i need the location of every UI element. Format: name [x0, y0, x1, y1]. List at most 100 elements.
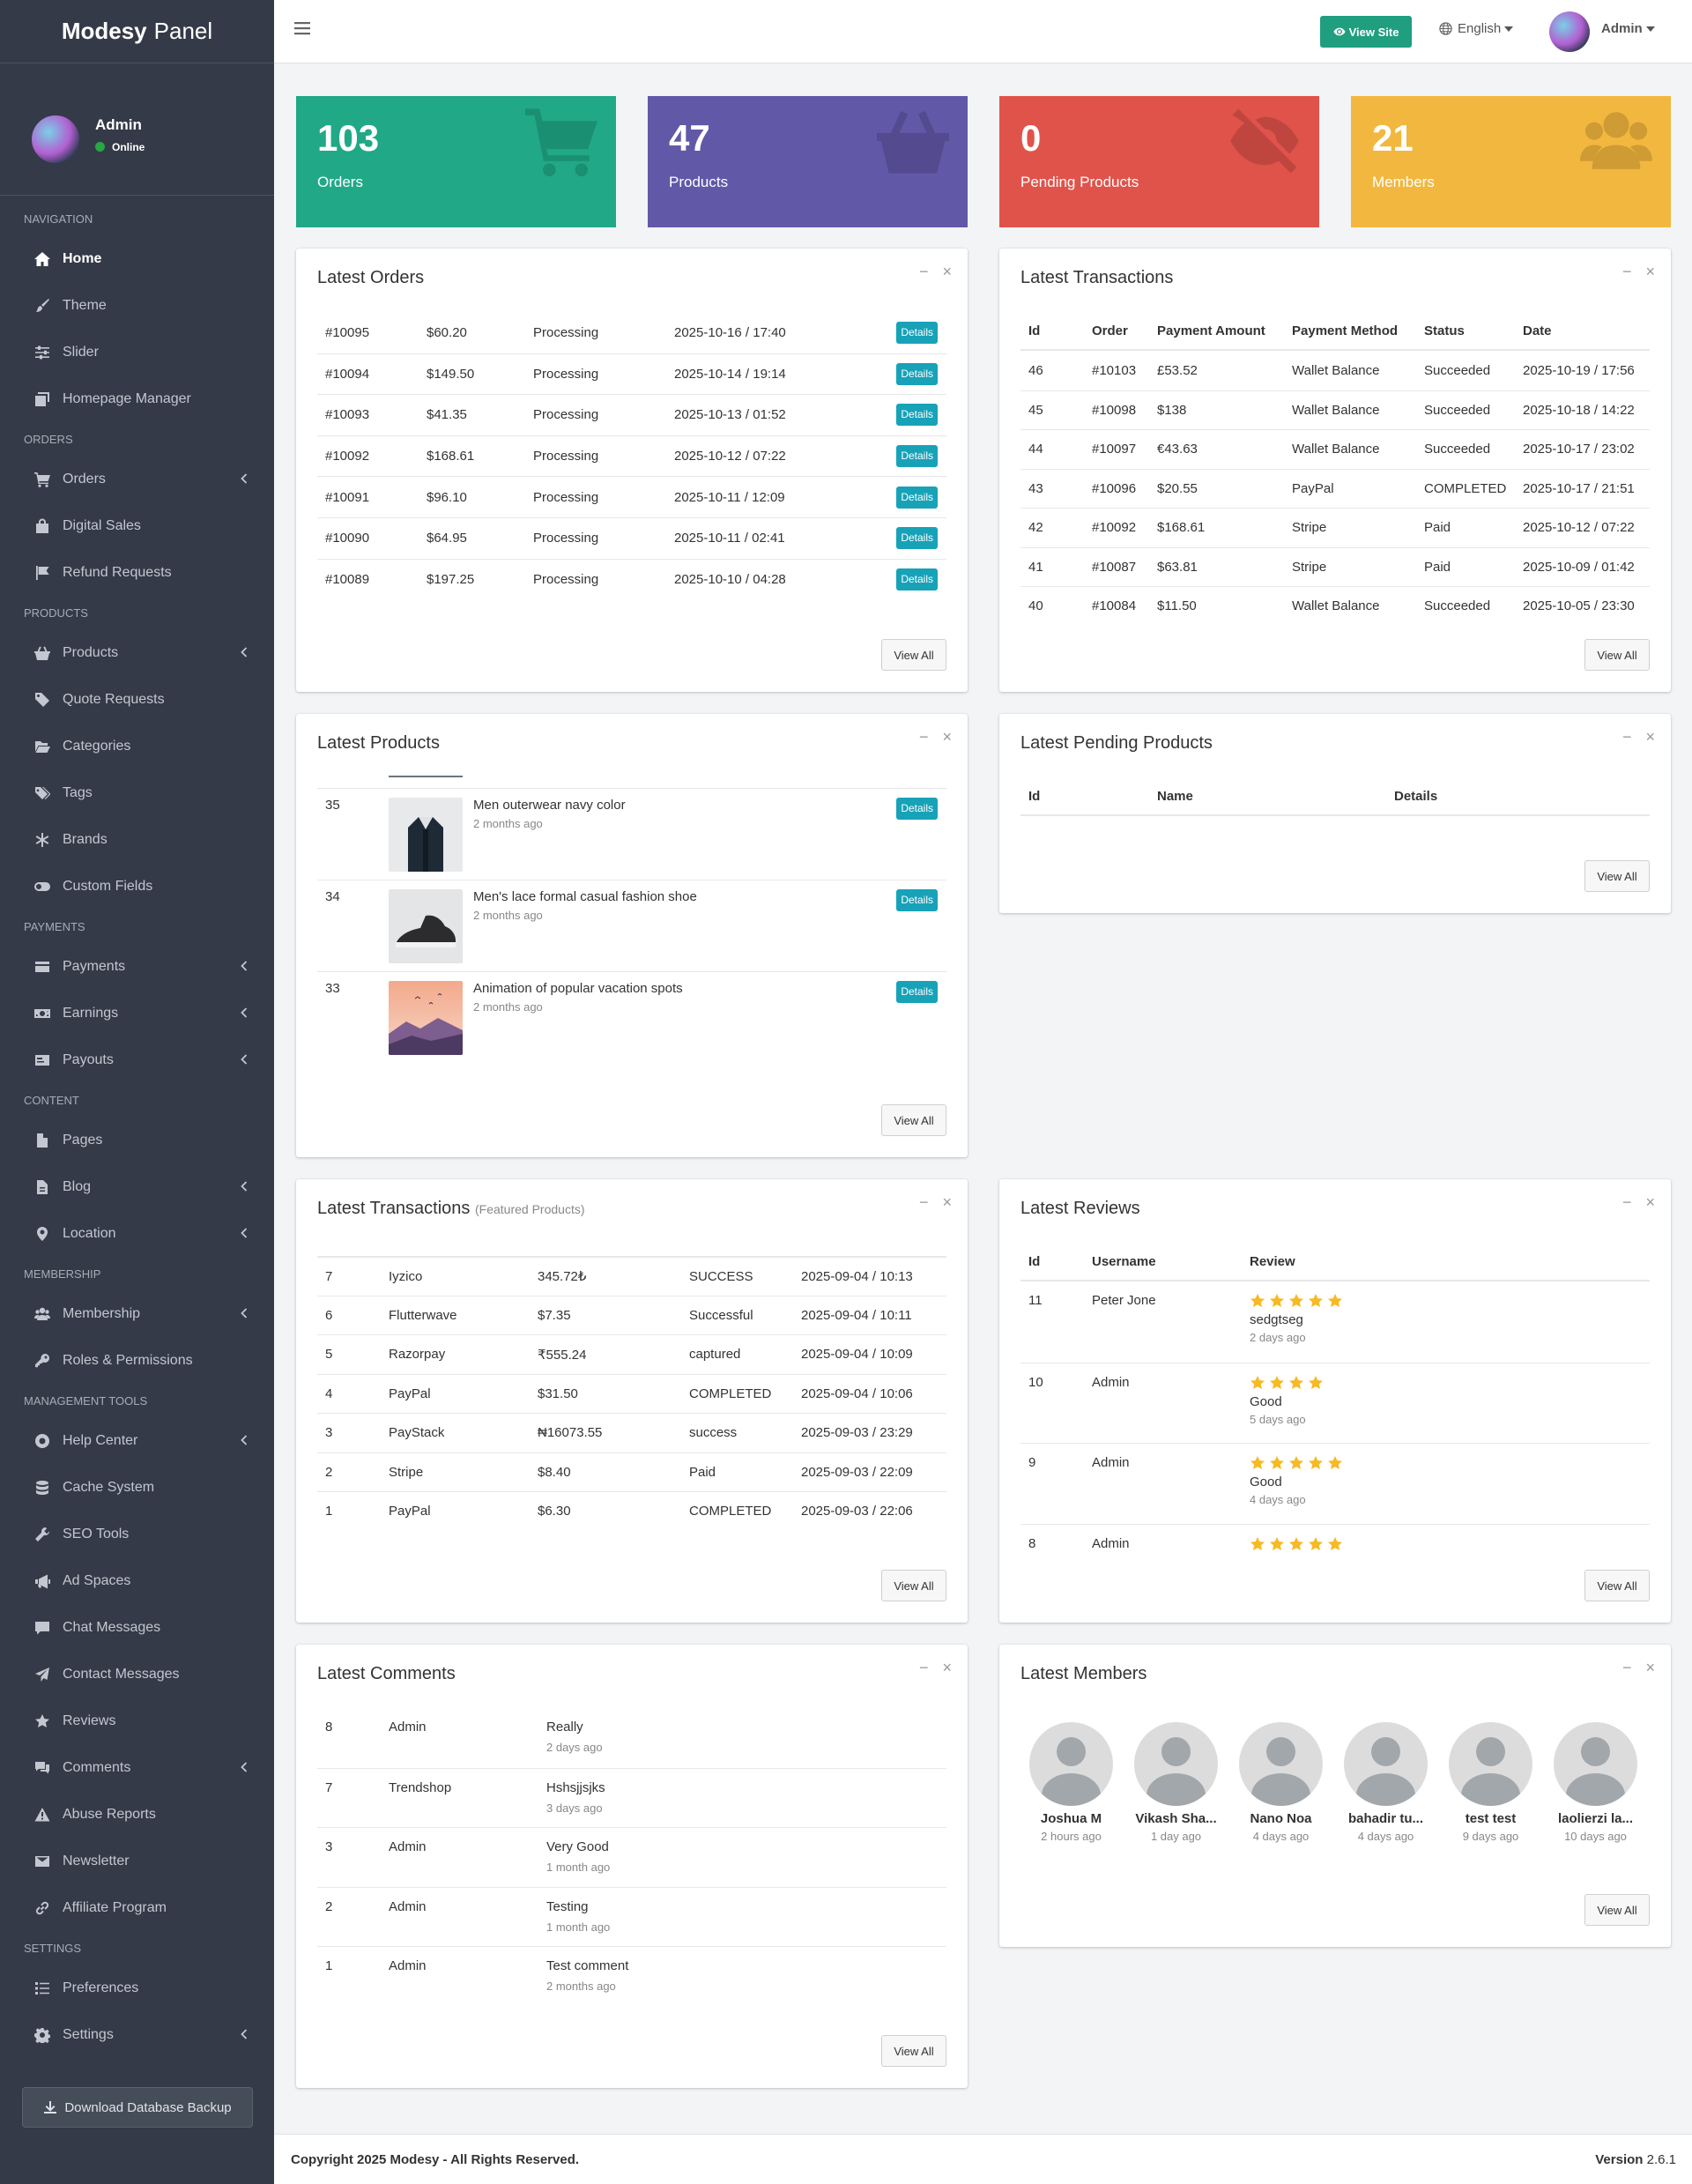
details-button[interactable]: Details [896, 445, 938, 468]
sidebar-item-pages[interactable]: Pages [0, 1117, 274, 1163]
member-card[interactable]: Nano Noa 4 days ago [1239, 1722, 1323, 1843]
collapse-icon[interactable]: − [1622, 728, 1632, 746]
view-site-button[interactable]: View Site [1320, 16, 1412, 48]
topbar-avatar[interactable] [1549, 11, 1590, 52]
member-avatar[interactable] [1554, 1722, 1637, 1806]
details-button[interactable]: Details [896, 889, 938, 911]
stat-box-products[interactable]: 47 Products [648, 96, 968, 227]
close-icon[interactable]: × [942, 1659, 952, 1676]
member-name[interactable]: Joshua M [1040, 1811, 1102, 1826]
product-name-link[interactable]: Men outerwear navy color [473, 798, 626, 813]
member-avatar[interactable] [1239, 1722, 1323, 1806]
close-icon[interactable]: × [1645, 1193, 1655, 1211]
collapse-icon[interactable]: − [1622, 263, 1632, 280]
collapse-icon[interactable]: − [918, 263, 929, 280]
view-all-comments-button[interactable]: View All [881, 2035, 946, 2067]
sidebar-item-orders[interactable]: Orders [0, 456, 274, 502]
sidebar-item-help-center[interactable]: Help Center [0, 1417, 274, 1464]
sidebar-item-brands[interactable]: Brands [0, 816, 274, 863]
sidebar-item-quote-requests[interactable]: Quote Requests [0, 676, 274, 723]
sidebar-item-homepage-manager[interactable]: Homepage Manager [0, 375, 274, 422]
member-card[interactable]: test test 9 days ago [1449, 1722, 1532, 1843]
stat-box-pending-products[interactable]: 0 Pending Products [999, 96, 1319, 227]
sidebar-item-earnings[interactable]: Earnings [0, 990, 274, 1036]
product-thumbnail[interactable] [389, 889, 463, 963]
member-card[interactable]: laolierzi la... 10 days ago [1554, 1722, 1637, 1843]
sidebar-item-blog[interactable]: Blog [0, 1163, 274, 1210]
view-all-transactions-button[interactable]: View All [1584, 639, 1650, 671]
sidebar-item-roles-permissions[interactable]: Roles & Permissions [0, 1337, 274, 1384]
collapse-icon[interactable]: − [918, 728, 929, 746]
sidebar-item-abuse-reports[interactable]: Abuse Reports [0, 1791, 274, 1838]
member-name[interactable]: test test [1465, 1811, 1517, 1826]
product-thumbnail[interactable] [389, 981, 463, 1055]
sidebar-item-affiliate-program[interactable]: Affiliate Program [0, 1884, 274, 1931]
stat-box-members[interactable]: 21 Members [1351, 96, 1671, 227]
close-icon[interactable]: × [942, 263, 952, 280]
sidebar-item-digital-sales[interactable]: Digital Sales [0, 502, 274, 549]
member-avatar[interactable] [1029, 1722, 1113, 1806]
collapse-icon[interactable]: − [918, 1193, 929, 1211]
sidebar-item-reviews[interactable]: Reviews [0, 1697, 274, 1744]
collapse-icon[interactable]: − [1622, 1659, 1632, 1676]
member-name[interactable]: bahadir tu... [1347, 1811, 1423, 1826]
close-icon[interactable]: × [1645, 1659, 1655, 1676]
close-icon[interactable]: × [942, 728, 952, 746]
sidebar-item-newsletter[interactable]: Newsletter [0, 1838, 274, 1884]
details-button[interactable]: Details [896, 362, 938, 385]
collapse-icon[interactable]: − [918, 1659, 929, 1676]
sidebar-item-contact-messages[interactable]: Contact Messages [0, 1651, 274, 1697]
close-icon[interactable]: × [1645, 263, 1655, 280]
details-button[interactable]: Details [896, 404, 938, 427]
sidebar-item-preferences[interactable]: Preferences [0, 1965, 274, 2011]
details-button[interactable]: Details [896, 568, 938, 591]
sidebar-item-theme[interactable]: Theme [0, 282, 274, 329]
member-name[interactable]: Vikash Sha... [1135, 1811, 1217, 1826]
sidebar-item-slider[interactable]: Slider [0, 329, 274, 375]
sidebar-item-ad-spaces[interactable]: Ad Spaces [0, 1557, 274, 1604]
sidebar-item-settings[interactable]: Settings [0, 2011, 274, 2058]
details-button[interactable]: Details [896, 798, 938, 820]
admin-dropdown[interactable]: Admin [1601, 21, 1655, 36]
sidebar-item-seo-tools[interactable]: SEO Tools [0, 1511, 274, 1557]
language-dropdown[interactable]: English [1439, 21, 1514, 36]
view-all-members-button[interactable]: View All [1584, 1894, 1650, 1926]
sidebar-item-comments[interactable]: Comments [0, 1744, 274, 1791]
brand-logo[interactable]: Modesy Panel [0, 0, 274, 63]
sidebar-item-payouts[interactable]: Payouts [0, 1036, 274, 1083]
member-card[interactable]: bahadir tu... 4 days ago [1344, 1722, 1428, 1843]
member-name[interactable]: Nano Noa [1250, 1811, 1312, 1826]
member-avatar[interactable] [1344, 1722, 1428, 1806]
details-button[interactable]: Details [896, 321, 938, 344]
sidebar-item-membership[interactable]: Membership [0, 1290, 274, 1337]
member-card[interactable]: Joshua M 2 hours ago [1029, 1722, 1113, 1843]
view-all-orders-button[interactable]: View All [881, 639, 946, 671]
sidebar-item-home[interactable]: Home [0, 235, 274, 282]
view-all-reviews-button[interactable]: View All [1584, 1570, 1650, 1601]
product-name-link[interactable]: Animation of popular vacation spots [473, 981, 683, 996]
download-backup-button[interactable]: Download Database Backup [22, 2087, 253, 2128]
details-button[interactable]: Details [896, 981, 938, 1003]
member-name[interactable]: laolierzi la... [1557, 1811, 1634, 1826]
stat-box-orders[interactable]: 103 Orders [296, 96, 616, 227]
product-name-link[interactable]: Men's lace formal casual fashion shoe [473, 889, 697, 904]
member-card[interactable]: Vikash Sha... 1 day ago [1134, 1722, 1218, 1843]
member-avatar[interactable] [1449, 1722, 1532, 1806]
sidebar-item-tags[interactable]: Tags [0, 769, 274, 816]
details-button[interactable]: Details [896, 486, 938, 509]
product-thumbnail[interactable] [389, 798, 463, 872]
sidebar-item-products[interactable]: Products [0, 629, 274, 676]
details-button[interactable]: Details [896, 527, 938, 550]
sidebar-item-chat-messages[interactable]: Chat Messages [0, 1604, 274, 1651]
sidebar-item-custom-fields[interactable]: Custom Fields [0, 863, 274, 910]
collapse-icon[interactable]: − [1622, 1193, 1632, 1211]
sidebar-item-cache-system[interactable]: Cache System [0, 1464, 274, 1511]
close-icon[interactable]: × [942, 1193, 952, 1211]
sidebar-item-payments[interactable]: Payments [0, 943, 274, 990]
view-all-featured-button[interactable]: View All [881, 1570, 946, 1601]
member-avatar[interactable] [1134, 1722, 1218, 1806]
view-all-products-button[interactable]: View All [881, 1104, 946, 1136]
sidebar-item-refund-requests[interactable]: Refund Requests [0, 549, 274, 596]
sidebar-item-categories[interactable]: Categories [0, 723, 274, 769]
close-icon[interactable]: × [1645, 728, 1655, 746]
